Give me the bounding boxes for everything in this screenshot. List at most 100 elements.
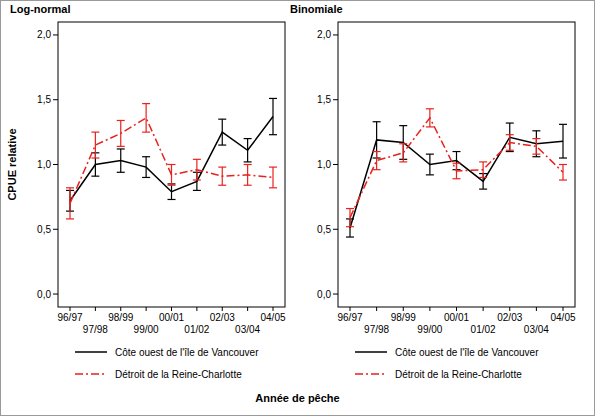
error-stem [171,184,172,200]
error-cap [66,218,74,219]
x-tick-label: 98/99 [108,312,133,323]
error-cap [117,172,125,173]
x-tick-label: 99/00 [417,324,442,335]
y-tick-label: 1,5 [317,94,331,105]
error-bar [168,184,176,200]
legend-label: Côte ouest de l'île de Vancouver [395,347,539,358]
x-tick [273,307,274,311]
error-cap [142,177,150,178]
x-tick-label: 03/04 [235,324,260,335]
x-tick-label: 99/00 [134,324,159,335]
error-bar [269,98,277,134]
x-tick-label: 97/98 [83,324,108,335]
error-cap [142,156,150,157]
error-cap [218,185,226,186]
error-cap [532,130,540,131]
error-cap [269,98,277,99]
legend-label: Détroit de la Reine-Charlotte [395,369,522,380]
x-tick [403,307,404,311]
error-cap [506,134,514,135]
error-stem [429,154,430,175]
y-tick [333,34,338,35]
error-stem [95,132,96,158]
series-line [70,118,273,203]
x-tick [376,307,377,311]
error-cap [168,199,176,200]
error-cap [373,169,381,170]
legend-label: Détroit de la Reine-Charlotte [115,369,242,380]
panel: Log-normal0,00,51,01,52,096/9797/9898/99… [10,3,286,380]
error-bar [479,162,487,178]
error-bar [269,167,277,188]
data-group [346,109,567,237]
error-cap [399,161,407,162]
error-bar [142,157,150,178]
error-bar [506,123,514,152]
error-stem [272,98,273,134]
error-bar [117,120,125,146]
x-tick [247,307,248,311]
error-stem [146,157,147,178]
error-cap [218,144,226,145]
x-tick [171,307,172,311]
error-stem [536,131,537,157]
error-cap [479,161,487,162]
error-cap [453,163,461,164]
error-cap [218,119,226,120]
error-bar [399,144,407,162]
x-tick [509,307,510,311]
error-cap [117,146,125,147]
y-tick [53,294,58,295]
x-tick [146,307,147,311]
series-line [350,137,563,228]
y-tick-label: 0,5 [317,224,331,235]
y-tick [333,229,338,230]
error-bar [532,131,540,157]
error-cap [532,156,540,157]
error-stem [247,139,248,162]
error-cap [346,208,354,209]
error-stem [403,144,404,162]
error-stem [456,163,457,179]
error-bar [559,165,567,181]
x-tick-label: 03/04 [524,324,549,335]
error-cap [269,166,277,167]
error-bar [218,167,226,185]
x-tick-label: 04/05 [260,312,285,323]
error-stem [562,124,563,158]
error-cap [506,122,514,123]
outer-border [1,1,595,416]
error-cap [218,166,226,167]
error-cap [559,124,567,125]
error-stem [509,123,510,152]
error-stem [536,139,537,155]
error-cap [399,125,407,126]
error-bar [506,135,514,151]
error-cap [373,151,381,152]
error-cap [142,103,150,104]
error-bar [559,124,567,158]
error-bar [373,152,381,170]
x-tick-label: 96/97 [57,312,82,323]
error-bar [66,188,74,219]
error-cap [506,151,514,152]
x-tick-label: 97/98 [364,324,389,335]
error-cap [142,132,150,133]
x-tick [429,307,430,311]
error-stem [146,104,147,132]
y-tick [53,164,58,165]
error-cap [269,134,277,135]
x-tick [350,307,351,311]
error-cap [193,159,201,160]
error-stem [272,167,273,188]
x-tick [70,307,71,311]
x-tick-label: 96/97 [337,312,362,323]
error-cap [244,185,252,186]
error-cap [117,148,125,149]
x-tick [456,307,457,311]
x-tick [95,307,96,311]
error-bar [193,159,201,180]
error-bar [346,209,354,227]
y-tick-label: 2,0 [37,29,51,40]
error-bar [91,132,99,158]
